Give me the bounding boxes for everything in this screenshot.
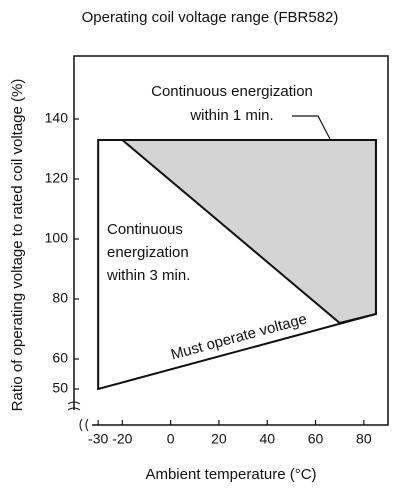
x-tick-label: -20 (112, 431, 132, 447)
x-tick-label: 40 (259, 431, 275, 447)
axis-break (67, 401, 89, 432)
x-tick-label: 20 (211, 431, 227, 447)
leader-line (292, 115, 331, 140)
y-tick-label: 50 (52, 380, 68, 396)
x-tick-label: -30 (88, 431, 108, 447)
y-axis-label: Ratio of operating voltage to rated coil… (9, 79, 26, 412)
region-label: within 3 min. (106, 267, 190, 284)
x-tick-label: 80 (356, 431, 372, 447)
region-label: energization (107, 244, 189, 261)
x-tick-label: 0 (167, 431, 175, 447)
region-label: Continuous energization (151, 83, 313, 100)
y-tick-label: 100 (45, 230, 69, 246)
y-tick-label: 60 (52, 350, 68, 366)
y-tick-label: 120 (45, 170, 69, 186)
region (119, 139, 377, 325)
y-tick-label: 80 (52, 290, 68, 306)
region-label: within 1 min. (189, 107, 273, 124)
chart-title: Operating coil voltage range (FBR582) (82, 9, 339, 26)
x-tick-label: 60 (308, 431, 324, 447)
axis-frame (73, 55, 389, 426)
y-tick-label: 140 (45, 110, 69, 126)
region-label: Continuous (107, 221, 183, 238)
x-axis-label: Ambient temperature (°C) (145, 466, 316, 483)
